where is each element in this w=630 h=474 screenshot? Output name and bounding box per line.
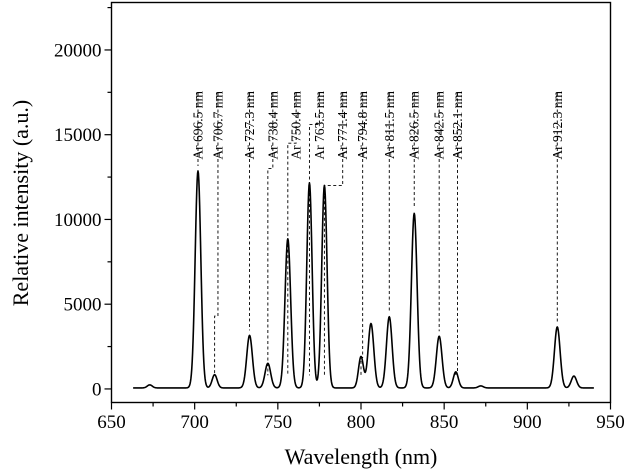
x-tick-label: 850 [430, 412, 459, 433]
x-tick-label: 650 [97, 412, 126, 433]
y-tick-label: 5000 [64, 295, 102, 316]
peak-label: Ar 852.1 nm [450, 91, 465, 160]
peak-annotation: Ar 750.4 nm [287, 91, 304, 376]
x-axis: 650 700 750 800 850 900 950 [97, 402, 625, 433]
y-axis: 0 5000 10000 15000 20000 [54, 6, 112, 400]
peak-label: Ar 842.5 nm [432, 91, 447, 160]
x-tick-label: 800 [347, 412, 376, 433]
peak-label: Ar 738.4 nm [265, 91, 280, 160]
leader-line [323, 93, 344, 376]
peak-annotation: Ar 738.4 nm [265, 91, 280, 376]
peak-annotation: Ar 794.8 nm [355, 91, 370, 376]
spectrum-line [132, 170, 595, 389]
peak-annotation: Ar 763.5 nm [308, 91, 327, 376]
peak-annotation: Ar 842.5 nm [432, 91, 447, 332]
peak-label: Ar 912.3 nm [550, 91, 565, 160]
peak-annotation: Ar 826.5 nm [407, 91, 422, 209]
y-tick-label: 10000 [54, 210, 102, 231]
peak-annotation: Ar 912.3 nm [550, 91, 565, 322]
leader-line [214, 93, 219, 376]
peak-annotation: Ar 696.5 nm [190, 91, 205, 166]
leader-line [267, 93, 274, 376]
x-axis-title: Wavelength (nm) [285, 444, 438, 469]
peak-label: Ar 794.8 nm [355, 91, 370, 160]
peak-label: Ar 750.4 nm [289, 91, 304, 160]
peak-label: Ar 826.5 nm [407, 91, 422, 160]
peak-annotation: Ar 771.4 nm [323, 91, 350, 376]
peak-label: Ar 696.5 nm [190, 91, 205, 160]
x-tick-label: 700 [180, 412, 209, 433]
plot-frame [110, 1, 612, 404]
peak-label: Ar 763.5 nm [312, 91, 327, 160]
peak-annotations: Ar 696.5 nm Ar 706.7 nm Ar 727.3 nm Ar 738.… [190, 91, 565, 376]
y-tick-label: 15000 [54, 125, 102, 146]
peak-annotation: Ar 852.1 nm [450, 91, 465, 376]
leader-line [308, 93, 320, 376]
x-tick-label: 750 [264, 412, 293, 433]
peak-label: Ar 727.3 nm [242, 91, 257, 160]
peak-annotation: Ar 727.3 nm [242, 91, 257, 331]
peak-label: Ar 706.7 nm [210, 91, 225, 160]
peak-annotation: Ar 706.7 nm [210, 91, 225, 376]
y-axis-title: Relative intensity (a.u.) [8, 100, 33, 307]
peak-label: Ar 771.4 nm [335, 91, 350, 160]
x-tick-label: 950 [596, 412, 625, 433]
peak-label: Ar 811.5 nm [382, 91, 397, 160]
peak-annotation: Ar 811.5 nm [382, 91, 397, 312]
x-tick-label: 900 [513, 412, 542, 433]
y-tick-label: 20000 [54, 40, 102, 61]
y-tick-label: 0 [92, 379, 102, 400]
